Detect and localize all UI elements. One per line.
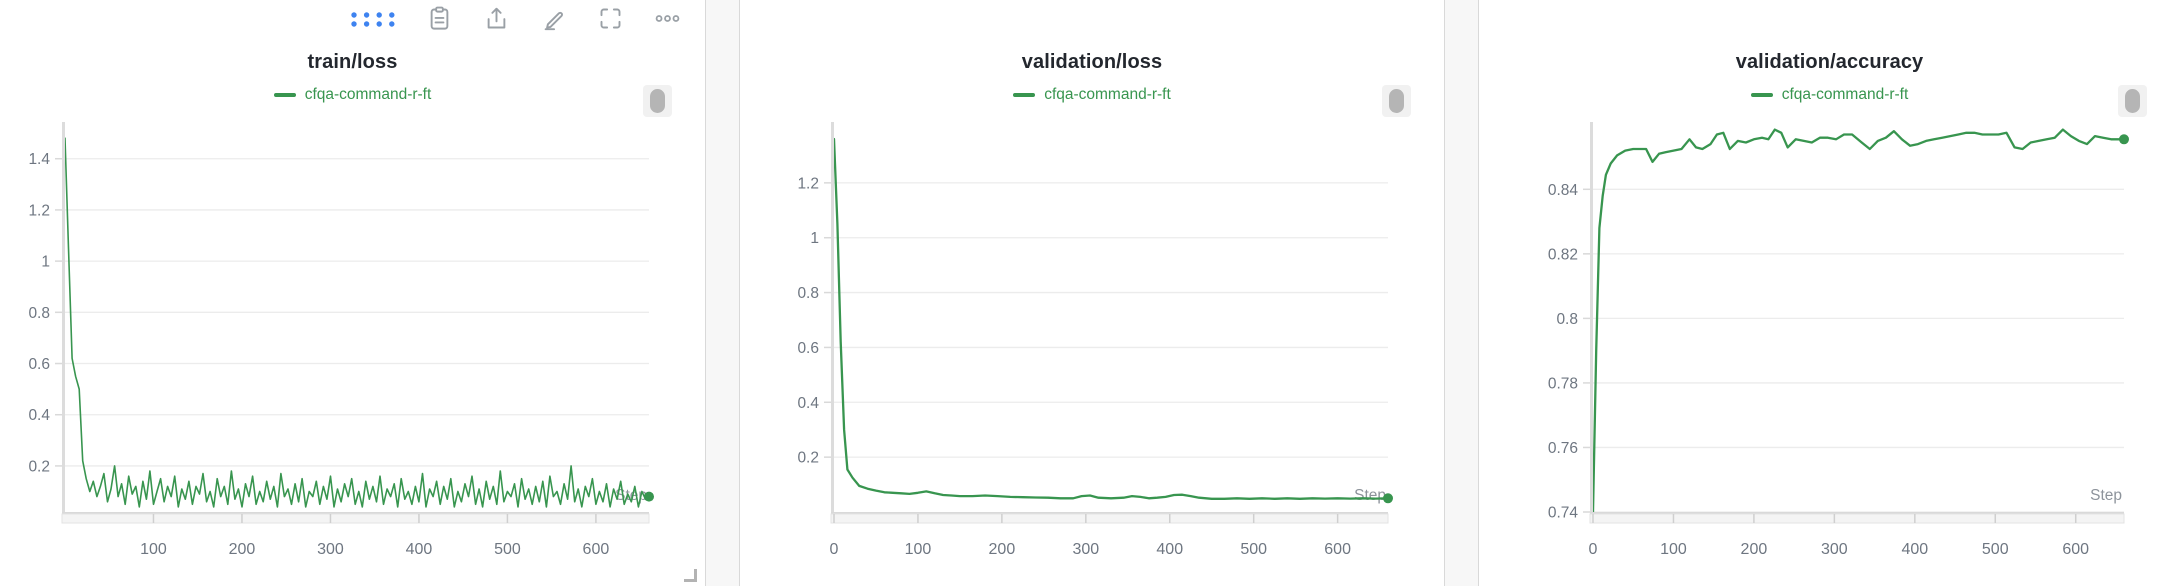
chart-panel-validation-loss: validation/loss cfqa-command-r-ft 0.2 0.4…: [740, 0, 1444, 586]
svg-text:0.2: 0.2: [28, 458, 50, 475]
svg-text:200: 200: [229, 541, 256, 558]
svg-text:1.2: 1.2: [28, 202, 50, 219]
series-color-dash: [1013, 93, 1036, 97]
svg-text:0: 0: [830, 541, 839, 558]
svg-text:600: 600: [2062, 541, 2089, 558]
copy-to-clipboard-icon[interactable]: [426, 5, 453, 32]
svg-text:300: 300: [1072, 541, 1099, 558]
svg-text:600: 600: [1324, 541, 1351, 558]
validation-accuracy-line-chart[interactable]: 0.74 0.76 0.78 0.8 0.82 0.84 0 100 200 300 400 500 6…: [1479, 118, 2180, 586]
validation-loss-line-chart[interactable]: 0.2 0.4 0.6 0.8 1 1.2 0 100 200 300 400 500 600 Step: [740, 118, 1444, 586]
svg-text:0.6: 0.6: [28, 356, 50, 373]
svg-text:400: 400: [406, 541, 433, 558]
series-name-label: cfqa-command-r-ft: [1044, 86, 1171, 103]
panel-title: train/loss: [307, 51, 398, 73]
svg-text:0.6: 0.6: [797, 340, 819, 357]
legend-scrollbar[interactable]: [643, 85, 672, 117]
svg-text:100: 100: [140, 541, 167, 558]
svg-text:500: 500: [1240, 541, 1267, 558]
legend[interactable]: cfqa-command-r-ft: [0, 85, 705, 105]
svg-text:0.76: 0.76: [1548, 440, 1578, 457]
panel-gutter: [705, 0, 740, 586]
legend-scrollbar[interactable]: [1382, 85, 1411, 117]
svg-text:Step: Step: [2090, 487, 2122, 504]
chart-panel-validation-accuracy: validation/accuracy cfqa-command-r-ft 0.…: [1479, 0, 2180, 586]
legend[interactable]: cfqa-command-r-ft: [1479, 85, 2180, 105]
svg-text:1: 1: [41, 254, 50, 271]
svg-text:200: 200: [1741, 541, 1768, 558]
svg-text:0.82: 0.82: [1548, 246, 1578, 263]
svg-text:100: 100: [905, 541, 932, 558]
export-share-icon[interactable]: [483, 5, 510, 32]
svg-text:0.8: 0.8: [28, 305, 50, 322]
more-options-icon[interactable]: [654, 5, 681, 32]
svg-text:1.4: 1.4: [28, 151, 50, 168]
panel-gutter: [1444, 0, 1479, 586]
drag-handle-icon[interactable]: [350, 8, 396, 30]
legend-scrollbar-thumb[interactable]: [2125, 89, 2140, 113]
edit-pencil-icon[interactable]: [540, 5, 567, 32]
svg-text:300: 300: [1821, 541, 1848, 558]
svg-text:0.8: 0.8: [797, 285, 819, 302]
svg-text:400: 400: [1156, 541, 1183, 558]
legend-scrollbar-thumb[interactable]: [1389, 89, 1404, 113]
svg-text:0.74: 0.74: [1548, 505, 1579, 522]
svg-text:200: 200: [989, 541, 1016, 558]
fullscreen-icon[interactable]: [597, 5, 624, 32]
svg-text:300: 300: [317, 541, 344, 558]
series-color-dash: [273, 93, 296, 97]
svg-text:100: 100: [1660, 541, 1687, 558]
svg-text:500: 500: [1982, 541, 2009, 558]
svg-text:0.78: 0.78: [1548, 375, 1578, 392]
panel-title: validation/loss: [1021, 51, 1163, 73]
svg-text:600: 600: [583, 541, 610, 558]
panel-resize-handle[interactable]: [684, 569, 697, 582]
svg-text:1: 1: [810, 230, 819, 247]
svg-text:0.8: 0.8: [1556, 311, 1578, 328]
svg-text:Step: Step: [1354, 487, 1386, 504]
series-name-label: cfqa-command-r-ft: [1781, 86, 1909, 103]
legend-scrollbar[interactable]: [2118, 85, 2147, 117]
svg-text:0.4: 0.4: [797, 395, 819, 412]
series-color-dash: [1750, 93, 1773, 97]
chart-panel-train-loss: train/loss cfqa-command-r-ft 0.2 0.4 0.6 0.…: [0, 0, 705, 586]
panel-hover-toolbar: [350, 5, 681, 32]
svg-text:0.84: 0.84: [1548, 182, 1579, 199]
legend[interactable]: cfqa-command-r-ft: [740, 85, 1444, 105]
svg-text:1.2: 1.2: [797, 175, 819, 192]
panel-title: validation/accuracy: [1735, 51, 1924, 73]
svg-text:0.2: 0.2: [797, 450, 819, 467]
svg-text:500: 500: [494, 541, 521, 558]
svg-text:0: 0: [1589, 541, 1598, 558]
svg-text:0.4: 0.4: [28, 407, 50, 424]
series-name-label: cfqa-command-r-ft: [304, 86, 432, 103]
legend-scrollbar-thumb[interactable]: [650, 89, 665, 113]
svg-text:400: 400: [1901, 541, 1928, 558]
